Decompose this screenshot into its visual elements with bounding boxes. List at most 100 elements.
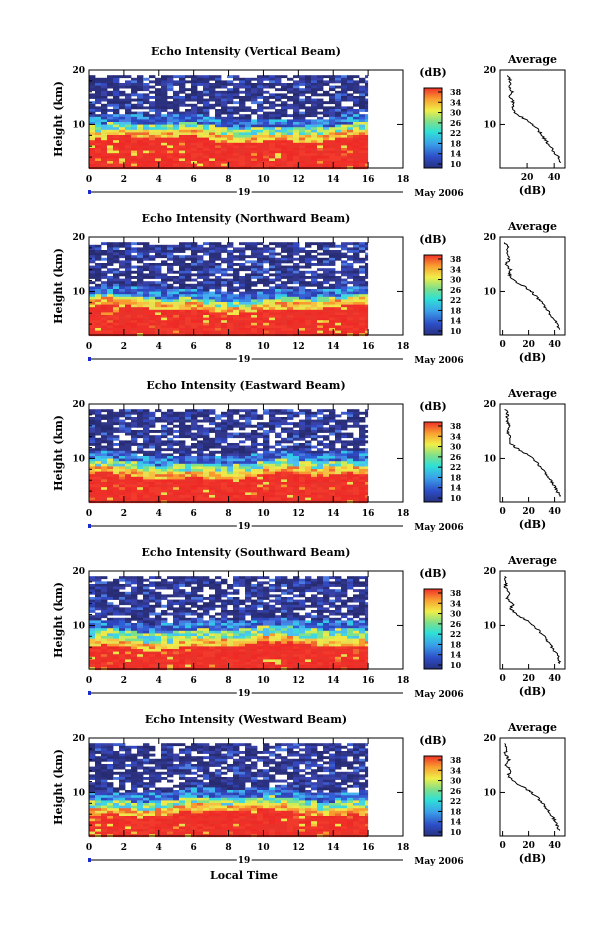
heatmap-cell xyxy=(173,440,180,444)
heatmap-cell xyxy=(293,466,300,470)
heatmap-cell xyxy=(281,322,288,326)
heatmap-cell xyxy=(173,137,180,141)
heatmap-cell xyxy=(287,137,294,141)
heatmap-cell xyxy=(353,302,360,305)
heatmap-cell xyxy=(305,471,312,475)
heatmap-cell xyxy=(263,304,270,308)
heatmap-cell xyxy=(107,479,114,483)
heatmap-cell xyxy=(335,124,342,128)
heatmap-cell xyxy=(209,302,216,305)
heatmap-cell xyxy=(173,328,180,331)
heatmap-cell xyxy=(269,294,276,298)
heatmap-cell xyxy=(125,109,132,112)
heatmap-cell xyxy=(125,257,132,261)
heatmap-cell xyxy=(101,119,108,123)
heatmap-cell xyxy=(329,299,336,303)
heatmap-cell xyxy=(365,469,369,472)
heatmap-cell xyxy=(359,116,366,120)
heatmap-cell xyxy=(89,273,96,277)
heatmap-cell xyxy=(233,140,240,144)
heatmap-cell xyxy=(149,148,156,151)
heatmap-cell xyxy=(101,294,108,298)
heatmap-cell xyxy=(125,294,132,298)
heatmap-cell xyxy=(119,129,126,133)
heatmap-cell xyxy=(125,317,132,321)
heatmap-cell xyxy=(263,283,270,287)
heatmap-cell xyxy=(209,443,216,446)
heatmap-cell xyxy=(191,302,198,305)
heatmap-cell xyxy=(89,322,96,326)
heatmap-cell xyxy=(275,119,282,123)
heatmap-cell xyxy=(113,309,120,313)
heatmap-cell xyxy=(107,643,114,647)
heatmap-cell xyxy=(161,98,168,102)
heatmap-cell xyxy=(185,330,192,334)
heatmap-cell xyxy=(149,161,156,164)
heatmap-cell xyxy=(245,458,252,462)
heatmap-cell xyxy=(347,330,354,334)
heatmap-cell xyxy=(341,85,348,89)
heatmap-cell xyxy=(311,437,318,441)
heatmap-cell xyxy=(185,495,192,498)
heatmap-cell xyxy=(353,495,360,498)
heatmap-cell xyxy=(281,85,288,89)
date-day-label: 19 xyxy=(238,522,251,532)
heatmap-cell xyxy=(179,330,186,334)
heatmap-cell xyxy=(143,135,150,138)
heatmap-cell xyxy=(257,320,264,324)
heatmap-cell xyxy=(353,409,360,413)
heatmap-cell xyxy=(167,322,174,326)
heatmap-cell xyxy=(359,114,366,118)
heatmap-cell xyxy=(365,268,369,272)
heatmap-cell xyxy=(257,484,264,488)
heatmap-cell xyxy=(317,148,324,151)
heatmap-cell xyxy=(365,252,369,256)
heatmap-cell xyxy=(155,479,162,483)
heatmap-cell xyxy=(311,155,318,159)
heatmap-cell xyxy=(125,132,132,136)
heatmap-cell xyxy=(341,127,348,131)
heatmap-cell xyxy=(275,129,282,133)
heatmap-cell xyxy=(221,456,228,459)
heatmap-cell xyxy=(119,636,126,639)
heatmap-cell xyxy=(101,424,108,428)
heatmap-cell xyxy=(365,257,369,261)
heatmap-cell xyxy=(191,103,198,107)
heatmap-cell xyxy=(119,474,126,478)
heatmap-cell xyxy=(155,309,162,313)
heatmap-cell xyxy=(125,247,132,251)
heatmap-cell xyxy=(347,411,354,415)
heatmap-cell xyxy=(341,96,348,99)
heatmap-cell xyxy=(149,103,156,107)
heatmap-cell xyxy=(113,492,120,496)
heatmap-cell xyxy=(137,127,144,131)
heatmap-cell xyxy=(143,93,150,97)
heatmap-cell xyxy=(317,289,324,292)
heatmap-cell xyxy=(161,427,168,431)
heatmap-cell xyxy=(329,322,336,326)
heatmap-cell xyxy=(329,252,336,256)
heatmap-cell xyxy=(299,474,306,478)
heatmap-cell xyxy=(137,307,144,311)
heatmap-cell xyxy=(293,448,300,452)
heatmap-cell xyxy=(293,119,300,123)
heatmap-cell xyxy=(275,461,282,465)
heatmap-cell xyxy=(215,276,222,279)
heatmap-cell xyxy=(335,440,342,444)
heatmap-cell xyxy=(161,286,168,290)
heatmap-cell xyxy=(95,450,102,454)
heatmap-cell xyxy=(353,440,360,444)
heatmap-cell xyxy=(95,268,102,272)
heatmap-cell xyxy=(353,445,360,449)
heatmap-cell xyxy=(107,620,114,624)
heatmap-cell xyxy=(317,466,324,470)
heatmap-cell xyxy=(275,330,282,334)
heatmap-cell xyxy=(149,90,156,94)
heatmap-cell xyxy=(257,250,264,253)
heatmap-cell xyxy=(131,83,138,86)
heatmap-cell xyxy=(359,140,366,144)
heatmap-cell xyxy=(239,461,246,465)
heatmap-cell xyxy=(113,155,120,159)
heatmap-cell xyxy=(203,463,210,467)
heatmap-cell xyxy=(281,440,288,444)
